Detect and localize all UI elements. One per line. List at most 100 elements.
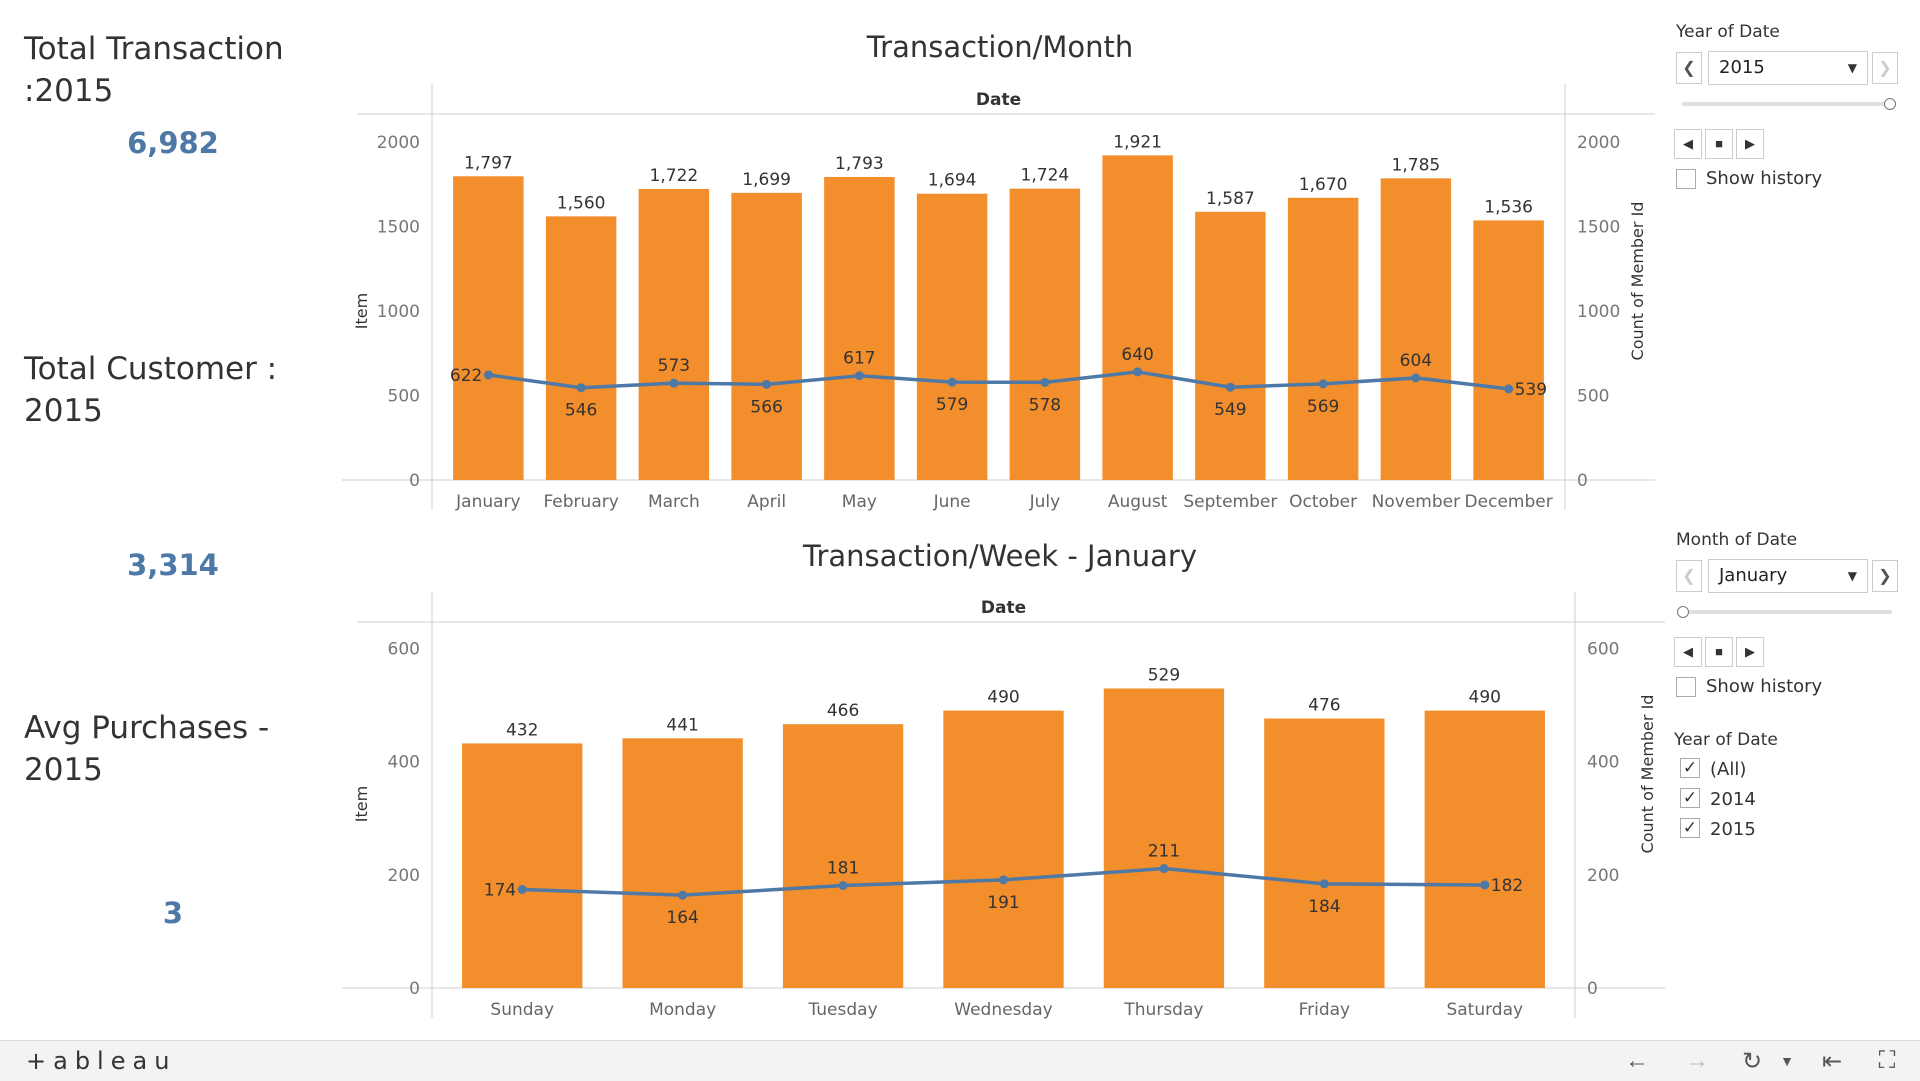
line-value-label: 174 [484, 880, 516, 900]
step-back-icon: ◀ [1683, 644, 1693, 659]
bar[interactable] [1473, 220, 1544, 480]
y-tick-label: 0 [409, 471, 420, 491]
line-point[interactable] [854, 371, 864, 381]
x-tick-label: November [1372, 492, 1460, 512]
year-step-forward-button[interactable]: ▶ [1736, 129, 1764, 159]
line-point[interactable] [1318, 379, 1328, 389]
line-value-label: 604 [1400, 351, 1432, 371]
line-point[interactable] [1133, 367, 1143, 377]
month-select[interactable]: January ▼ [1708, 559, 1868, 593]
month-prev-button[interactable]: ❮ [1676, 560, 1702, 592]
y2-tick-label: 0 [1577, 471, 1588, 491]
bar[interactable] [1424, 710, 1545, 988]
line-point[interactable] [947, 377, 957, 387]
bar[interactable] [622, 738, 743, 988]
line-point[interactable] [838, 881, 848, 891]
year-stop-button[interactable]: ■ [1705, 129, 1733, 159]
bar[interactable] [1102, 155, 1173, 480]
bar[interactable] [638, 188, 710, 480]
line-point[interactable] [678, 890, 688, 900]
y2-tick-label: 1000 [1577, 302, 1620, 322]
series-line [488, 370, 1509, 391]
bar[interactable] [824, 176, 895, 480]
line-point[interactable] [1040, 377, 1050, 387]
bar[interactable] [1264, 718, 1385, 988]
x-tick-label: June [933, 492, 971, 512]
bar-value-label: 1,724 [1021, 166, 1070, 186]
line-point[interactable] [1225, 382, 1235, 392]
caret-down-icon: ▼ [1847, 61, 1857, 75]
year-prev-button[interactable]: ❮ [1676, 52, 1702, 84]
undo-icon[interactable]: ← [1625, 1047, 1649, 1074]
redo-icon[interactable]: → [1685, 1047, 1709, 1074]
month-slider-track[interactable] [1682, 610, 1892, 614]
bar[interactable] [1009, 188, 1081, 481]
avg-purchases-value: 3 [162, 896, 184, 930]
year-filter-label: Year of Date [1676, 22, 1780, 42]
bar[interactable] [1380, 178, 1452, 480]
year-slider-track[interactable] [1682, 102, 1892, 106]
y-axis-title: Item [352, 786, 371, 822]
bar-value-label: 1,921 [1113, 132, 1162, 152]
month-step-back-button[interactable]: ◀ [1674, 637, 1702, 667]
year-option-2015-checkbox[interactable]: ✓ [1680, 818, 1700, 838]
bar[interactable] [545, 216, 617, 481]
line-value-label: 569 [1307, 397, 1339, 417]
line-value-label: 546 [565, 401, 597, 421]
line-point[interactable] [1411, 373, 1421, 383]
line-point[interactable] [1319, 879, 1329, 889]
bar-value-label: 1,560 [557, 193, 606, 213]
bar[interactable] [731, 192, 802, 480]
year-option-2015-label: 2015 [1710, 819, 1756, 840]
line-point[interactable] [1480, 880, 1490, 890]
revert-icon[interactable]: ↻ [1741, 1048, 1763, 1075]
fullscreen-icon[interactable]: ⛶ [1878, 1047, 1896, 1074]
month-step-forward-button[interactable]: ▶ [1736, 637, 1764, 667]
check-icon: ✓ [1682, 788, 1698, 807]
x-tick-label: August [1108, 492, 1168, 512]
month-show-history-checkbox[interactable] [1676, 677, 1696, 697]
total-transaction-title: Total Transaction :2015 [24, 31, 284, 109]
bar[interactable] [1287, 197, 1359, 480]
x-tick-label: December [1465, 492, 1553, 512]
total-customer-title: Total Customer : 2015 [24, 351, 278, 429]
line-value-label: 573 [658, 356, 690, 376]
year-option-2014-label: 2014 [1710, 789, 1756, 810]
month-slider-thumb[interactable] [1677, 606, 1689, 618]
line-point[interactable] [999, 875, 1008, 885]
bar[interactable] [1195, 211, 1266, 480]
month-stop-button[interactable]: ■ [1705, 637, 1733, 667]
line-value-label: 184 [1308, 897, 1340, 917]
y2-tick-label: 200 [1587, 866, 1619, 886]
year-next-button[interactable]: ❯ [1872, 52, 1898, 84]
y2-tick-label: 1500 [1577, 218, 1620, 238]
year-step-back-button[interactable]: ◀ [1674, 129, 1702, 159]
bar[interactable] [453, 176, 524, 480]
bar[interactable] [1103, 688, 1225, 988]
bar[interactable] [943, 710, 1064, 988]
line-point[interactable] [1159, 864, 1169, 874]
year-slider-thumb[interactable] [1884, 98, 1896, 110]
year-show-history-checkbox[interactable] [1676, 169, 1696, 189]
y-tick-label: 400 [388, 753, 420, 773]
line-point[interactable] [483, 370, 493, 380]
line-point[interactable] [517, 884, 527, 894]
bar[interactable] [916, 193, 988, 480]
year-select[interactable]: 2015 ▼ [1708, 51, 1868, 85]
reset-icon[interactable]: ⇤ [1821, 1048, 1843, 1075]
revert-menu-chevron-down-icon[interactable]: ▼ [1780, 1053, 1794, 1069]
line-point[interactable] [1504, 384, 1514, 394]
monthly-chart-title: Transaction/Month [866, 30, 1134, 64]
line-point[interactable] [669, 378, 679, 388]
bar[interactable] [782, 724, 904, 988]
line-point[interactable] [762, 379, 772, 389]
year-option-2014-checkbox[interactable]: ✓ [1680, 788, 1700, 808]
bar[interactable] [462, 743, 583, 988]
footer-toolbar: +ableau ← → ↻ ▼ ⇤ ⛶ [0, 1040, 1920, 1081]
year-option-all-checkbox[interactable]: ✓ [1680, 758, 1700, 778]
weekly-chart: Date 0 0 200 200 400 400 600 600 Item Count of Mem… [342, 592, 1665, 1020]
line-point[interactable] [576, 383, 586, 393]
month-next-button[interactable]: ❯ [1872, 560, 1898, 592]
avg-purchases-title: Avg Purchases - 2015 [24, 710, 270, 788]
month-select-value: January [1719, 565, 1788, 586]
